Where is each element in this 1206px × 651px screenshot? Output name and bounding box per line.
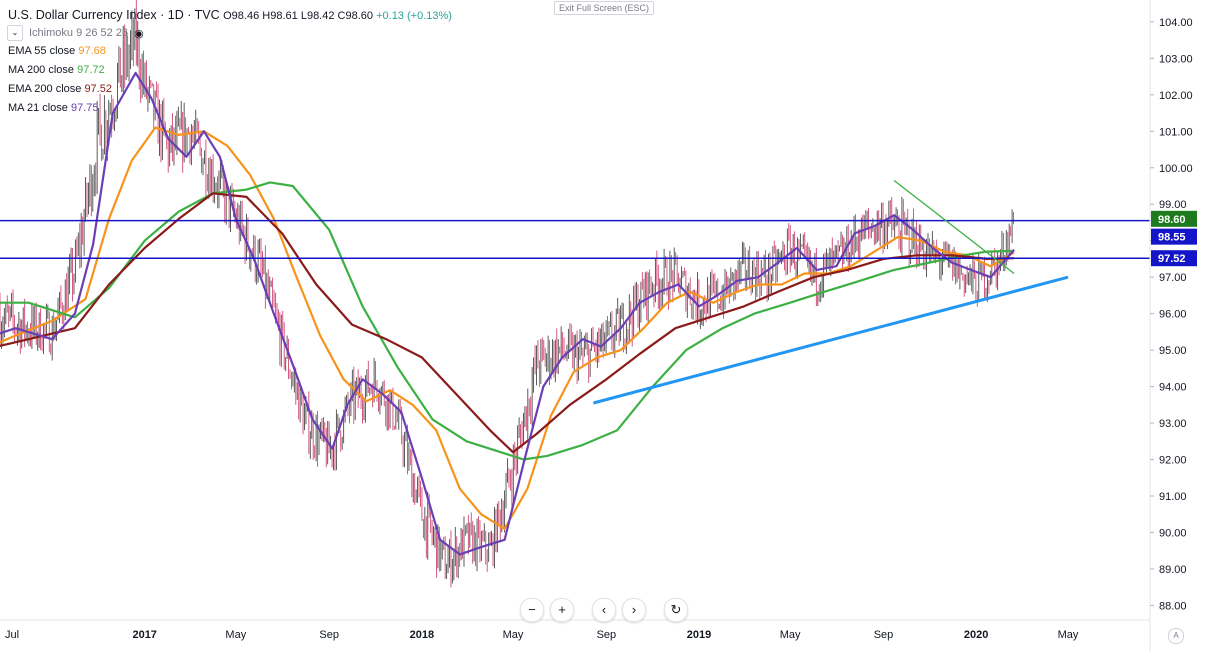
chart-toolbar: − + ‹ › ↻ bbox=[520, 598, 688, 622]
price-tick-label: 100.00 bbox=[1159, 163, 1193, 175]
price-label-box bbox=[1151, 228, 1197, 245]
price-tick-label: 97.00 bbox=[1159, 272, 1187, 284]
horizontal-levels[interactable] bbox=[0, 219, 1150, 259]
indicator-ma200[interactable]: MA 200 close 97.72 bbox=[8, 64, 105, 76]
indicator-name: EMA 200 close bbox=[8, 83, 82, 95]
indicator-value: 97.75 bbox=[70, 102, 99, 114]
time-tick-label: 2019 bbox=[687, 629, 711, 641]
scroll-back-button[interactable]: ‹ bbox=[592, 598, 616, 622]
open-value: O98.46 bbox=[223, 10, 260, 22]
price-tick-label: 96.00 bbox=[1159, 309, 1187, 321]
time-tick-label: May bbox=[225, 629, 246, 641]
zoom-in-button[interactable]: + bbox=[550, 598, 574, 622]
trendlines[interactable] bbox=[593, 180, 1069, 405]
indicator-name: EMA 55 close bbox=[8, 45, 76, 57]
indicator-ma21[interactable]: MA 21 close 97.75 bbox=[8, 102, 99, 114]
auto-scale-button[interactable]: A bbox=[1168, 628, 1184, 644]
eye-hidden-icon[interactable]: ◉ bbox=[134, 27, 144, 40]
ichimoku-indicator-row[interactable]: ⌄ Ichimoku 9 26 52 26 ◉ bbox=[7, 25, 144, 41]
price-tick-label: 102.00 bbox=[1159, 90, 1193, 102]
price-label-text: 97.52 bbox=[1158, 253, 1186, 265]
price-tick-label: 88.00 bbox=[1159, 600, 1187, 612]
price-tick-label: 89.00 bbox=[1159, 564, 1187, 576]
indicator-ema55[interactable]: EMA 55 close 97.68 bbox=[8, 45, 106, 57]
time-tick-label: Sep bbox=[597, 629, 617, 641]
time-tick-label: 2020 bbox=[964, 629, 988, 641]
high-value: H98.61 bbox=[262, 10, 298, 22]
price-tick-label: 94.00 bbox=[1159, 382, 1187, 394]
price-label-box bbox=[1151, 250, 1197, 267]
scroll-forward-button[interactable]: › bbox=[622, 598, 646, 622]
price-tick-label: 99.00 bbox=[1159, 199, 1187, 211]
chevron-down-icon[interactable]: ⌄ bbox=[7, 25, 23, 41]
indicator-value: 97.52 bbox=[84, 83, 112, 95]
price-tick-label: 104.00 bbox=[1159, 17, 1193, 29]
price-tick-label: 101.00 bbox=[1159, 126, 1193, 138]
trendline-support bbox=[593, 275, 1069, 405]
time-tick-label: Jul bbox=[5, 629, 19, 641]
series-line-ma200 bbox=[0, 181, 1015, 461]
indicator-name: MA 21 close bbox=[8, 102, 68, 114]
time-tick-label: May bbox=[780, 629, 801, 641]
price-tick-label: 103.00 bbox=[1159, 53, 1193, 65]
time-tick-label: May bbox=[503, 629, 524, 641]
change-value: +0.13 (+0.13%) bbox=[376, 10, 452, 22]
series-line-ma21 bbox=[0, 71, 1015, 556]
price-tick-label: 90.00 bbox=[1159, 527, 1187, 539]
zoom-out-button[interactable]: − bbox=[520, 598, 544, 622]
time-tick-label: Sep bbox=[874, 629, 894, 641]
price-tick-label: 92.00 bbox=[1159, 455, 1187, 467]
time-tick-label: May bbox=[1058, 629, 1079, 641]
price-axis[interactable]: 104.00103.00102.00101.00100.0099.0098.00… bbox=[1149, 0, 1193, 651]
price-tick-label: 91.00 bbox=[1159, 491, 1187, 503]
indicator-value: 97.72 bbox=[77, 64, 105, 76]
price-tick-label: 93.00 bbox=[1159, 418, 1187, 430]
close-value: C98.60 bbox=[337, 10, 374, 22]
trendline-resistance bbox=[893, 180, 1015, 275]
low-value: L98.42 bbox=[300, 10, 335, 22]
price-label-box bbox=[1151, 210, 1197, 227]
series-line-ema200 bbox=[0, 192, 1015, 454]
symbol-title: U.S. Dollar Currency Index · 1D · TVC bbox=[8, 8, 220, 22]
time-tick-label: 2017 bbox=[132, 629, 156, 641]
price-tick-label: 95.00 bbox=[1159, 345, 1187, 357]
moving-averages bbox=[0, 71, 1015, 556]
indicator-name: MA 200 close bbox=[8, 64, 75, 76]
time-tick-label: 2018 bbox=[410, 629, 434, 641]
time-axis[interactable]: Jul 2017 May Sep 2018 May Sep 2019 May Sep 2020 May bbox=[0, 619, 1150, 641]
candles bbox=[0, 0, 1014, 588]
reset-chart-button[interactable]: ↻ bbox=[664, 598, 688, 622]
symbol-legend: U.S. Dollar Currency Index · 1D · TVC O9… bbox=[8, 8, 452, 22]
time-tick-label: Sep bbox=[319, 629, 339, 641]
exit-fullscreen-button[interactable]: Exit Full Screen (ESC) bbox=[554, 1, 655, 15]
indicator-ema200[interactable]: EMA 200 close 97.52 bbox=[8, 83, 112, 95]
series-line-ema55 bbox=[0, 126, 1015, 530]
price-label-text: 98.60 bbox=[1158, 214, 1186, 226]
indicator-value: 97.68 bbox=[78, 45, 106, 57]
price-labels: 98.60 98.55 97.52 bbox=[1151, 210, 1197, 267]
ichimoku-label: Ichimoku 9 26 52 26 bbox=[29, 27, 129, 39]
price-label-text: 98.55 bbox=[1158, 232, 1186, 244]
